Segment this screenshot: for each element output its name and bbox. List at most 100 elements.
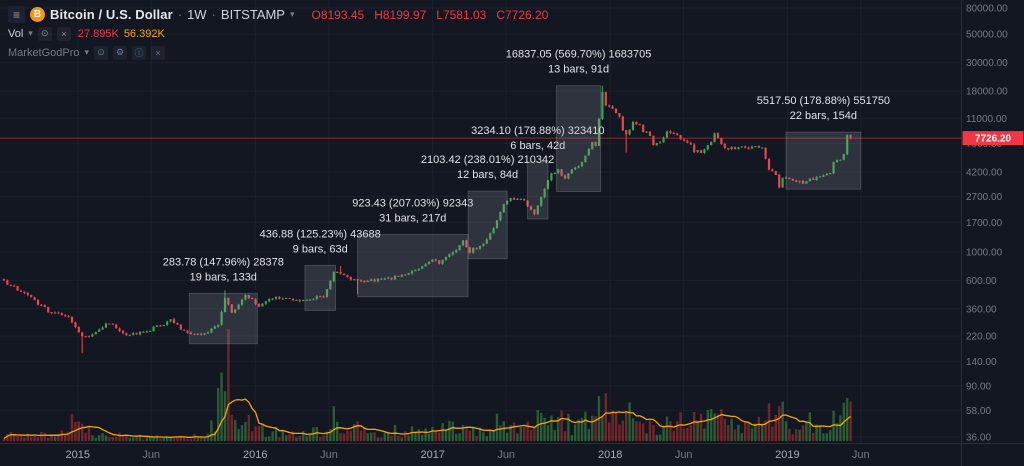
- volume-bar: [730, 418, 733, 441]
- chart-legend: ≡ B Bitcoin / U.S. Dollar · 1W · BITSTAM…: [8, 5, 548, 62]
- volume-bar: [332, 406, 335, 441]
- volume-bar: [47, 437, 50, 441]
- candle-body: [825, 173, 828, 176]
- price-range-box[interactable]: [785, 131, 862, 190]
- volume-bar: [431, 427, 434, 441]
- chevron-down-icon[interactable]: ▾: [28, 28, 33, 38]
- candle-body: [247, 295, 250, 299]
- candle-body: [329, 280, 332, 290]
- volume-bar: [635, 421, 638, 441]
- candle-body: [553, 172, 556, 174]
- candle-body: [842, 154, 845, 160]
- volume-bar: [87, 426, 91, 441]
- volume-bar: [526, 421, 529, 441]
- volume-bar: [94, 437, 97, 441]
- candle-body: [618, 113, 621, 117]
- candle-body: [210, 328, 213, 333]
- menu-icon[interactable]: ≡: [8, 6, 25, 23]
- candle-body: [767, 158, 771, 170]
- volume-bar: [346, 430, 349, 441]
- volume-bar: [652, 425, 655, 441]
- candle-body: [662, 137, 665, 143]
- volume-bar: [594, 416, 597, 441]
- candle-body: [529, 206, 533, 210]
- candle-body: [611, 106, 614, 109]
- volume-bar: [118, 432, 121, 441]
- price-range-box[interactable]: [467, 190, 508, 260]
- candle-body: [594, 142, 597, 146]
- price-range-box[interactable]: [357, 234, 469, 298]
- volume-bar: [754, 423, 757, 441]
- candle-body: [638, 124, 641, 126]
- candle-body: [74, 322, 77, 327]
- volume-bar: [111, 437, 114, 441]
- range-label-bars: 13 bars, 91d: [548, 64, 609, 76]
- volume-bar: [196, 436, 199, 441]
- candle-body: [570, 169, 573, 174]
- candle-body: [223, 297, 227, 312]
- time-axis[interactable]: 2015 Jun 2016 Jun 2017 Jun 2018 Jun 2019 Jun: [66, 449, 870, 461]
- candle-body: [342, 273, 346, 276]
- volume-bar: [179, 435, 182, 441]
- exchange-label[interactable]: BITSTAMP: [220, 7, 285, 22]
- price-range-box[interactable]: [556, 85, 602, 192]
- volume-bar: [788, 428, 791, 441]
- volume-bar: [387, 431, 390, 441]
- volume-bar: [465, 426, 468, 441]
- gear-icon[interactable]: ⚙: [113, 45, 128, 60]
- volume-bar: [747, 421, 750, 441]
- candle-body: [30, 294, 33, 298]
- candle-body: [410, 270, 414, 274]
- price-axis-label: 30000.00: [966, 58, 1008, 69]
- volume-bar: [744, 422, 747, 441]
- range-label-price: 436.88 (125.23%) 43688: [260, 228, 381, 240]
- chevron-down-icon[interactable]: ▾: [84, 47, 90, 57]
- candle-body: [648, 131, 652, 136]
- candle-body: [380, 278, 383, 280]
- volume-bar: [740, 433, 743, 441]
- volume-bar: [176, 437, 179, 441]
- indicator-marketgodpro-label[interactable]: MarketGodPro: [8, 46, 80, 59]
- volume-bar: [679, 412, 682, 441]
- price-range-box[interactable]: [527, 161, 549, 220]
- candle-body: [145, 331, 148, 333]
- candle-body: [43, 305, 46, 308]
- volume-bar: [64, 435, 67, 441]
- candle-body: [740, 146, 743, 148]
- interval-label[interactable]: 1W: [187, 7, 207, 22]
- price-axis-label: 4200.00: [966, 168, 1003, 179]
- volume-bar: [257, 425, 261, 441]
- volume-bar: [183, 437, 186, 441]
- price-axis[interactable]: 80000.00 50000.00 30000.00 18000.00 11000.00…: [966, 4, 1008, 444]
- volume-bar: [516, 433, 519, 441]
- close-icon[interactable]: ×: [56, 26, 71, 41]
- volume-bar: [587, 429, 590, 441]
- candle-body: [390, 277, 393, 280]
- chevron-down-icon[interactable]: ▾: [289, 9, 295, 19]
- info-icon[interactable]: ⓘ: [132, 45, 147, 60]
- candle-body: [832, 162, 835, 173]
- price-range-box[interactable]: [304, 264, 336, 311]
- price-range-box[interactable]: [188, 292, 258, 345]
- volume-bar: [815, 424, 818, 441]
- eye-icon[interactable]: ⊙: [94, 45, 109, 60]
- price-axis-label: 36.00: [966, 432, 991, 443]
- candle-body: [268, 299, 271, 302]
- candle-body: [278, 296, 281, 299]
- candle-body: [251, 298, 254, 300]
- candle-body: [257, 303, 261, 307]
- candle-body: [183, 329, 186, 331]
- candle-body: [835, 159, 839, 163]
- close-icon[interactable]: ×: [151, 45, 166, 60]
- price-axis-label: 80000.00: [966, 4, 1008, 15]
- eye-icon[interactable]: ⊙: [37, 26, 52, 41]
- volume-indicator-label[interactable]: Vol: [8, 27, 24, 40]
- symbol-title[interactable]: Bitcoin / U.S. Dollar: [50, 7, 173, 22]
- candlestick-series: [2, 85, 852, 354]
- candle-body: [169, 319, 172, 322]
- candle-body: [625, 130, 628, 135]
- candle-body: [696, 150, 699, 152]
- candle-body: [587, 149, 590, 156]
- candle-body: [818, 176, 822, 178]
